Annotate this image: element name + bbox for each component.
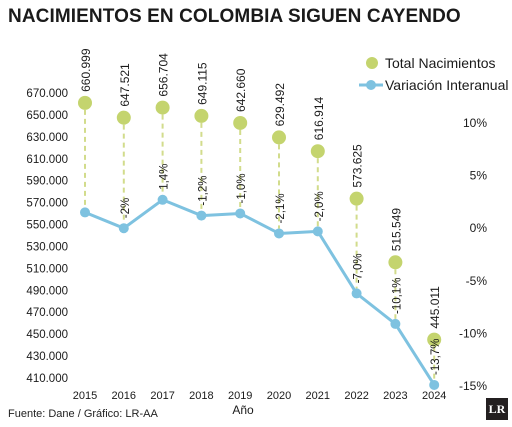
births-value-label: 629.492: [273, 83, 287, 127]
variation-point: [235, 208, 246, 219]
x-axis: 2015 2016 2017 2018 2019 2020 2021 2022 2023 2024…: [73, 390, 447, 417]
variation-point: [118, 223, 129, 234]
births-value-label: 660.999: [79, 48, 93, 92]
left-tick-label: 430.000: [26, 351, 68, 363]
left-tick-label: 410.000: [26, 373, 68, 385]
right-tick-label: -10%: [459, 326, 487, 340]
births-point: [194, 108, 209, 123]
x-tick-label: 2016: [112, 390, 136, 402]
variation-value-label: 1,4%: [159, 164, 171, 190]
right-tick-label: -5%: [466, 274, 488, 288]
variation-value-label: -10,1%: [391, 277, 403, 313]
x-axis-title: Año: [232, 403, 254, 417]
x-tick-label: 2023: [383, 390, 407, 402]
variation-value-label: -1,0%: [236, 173, 248, 203]
births-point: [272, 130, 286, 145]
right-tick-label: 5%: [470, 169, 488, 183]
births-value-label: 656.704: [157, 53, 171, 97]
left-tick-label: 590.000: [26, 176, 68, 188]
births-point: [116, 110, 131, 125]
left-tick-label: 630.000: [26, 132, 68, 144]
x-tick-label: 2019: [228, 390, 252, 402]
right-tick-label: -15%: [459, 379, 487, 393]
left-tick-label: 550.000: [26, 220, 68, 232]
legend-births-label: Total Nacimientos: [385, 55, 496, 71]
births-point: [155, 100, 170, 115]
x-tick-label: 2018: [189, 390, 213, 402]
x-tick-label: 2017: [150, 390, 174, 402]
births-point: [78, 95, 92, 110]
births-value-label: 647.521: [118, 63, 132, 107]
variation-series: -2% 1,4% -1,2% -1,0% -2,1% -2,0% -7,0% -10,1% -1…: [80, 164, 442, 390]
left-tick-label: 470.000: [26, 307, 68, 319]
variation-point: [80, 207, 90, 218]
variation-value-label: -2,0%: [314, 191, 326, 221]
left-tick-label: 670.000: [26, 88, 68, 100]
births-series: 660.999 647.521 656.704 649.115 642.660 629.4…: [78, 48, 442, 347]
right-axis: 10% 5% 0% -5% -10% -15%: [459, 116, 487, 393]
births-point: [427, 332, 442, 347]
x-tick-label: 2020: [267, 390, 291, 402]
left-tick-label: 530.000: [26, 241, 68, 253]
variation-value-label: -7,0%: [353, 253, 365, 283]
variation-point: [390, 318, 401, 329]
right-tick-label: 10%: [463, 116, 487, 130]
births-value-label: 616.914: [312, 96, 326, 140]
variation-point: [196, 210, 207, 221]
legend-variation-marker: [366, 80, 376, 90]
births-point: [233, 115, 248, 130]
left-tick-label: 650.000: [26, 110, 68, 122]
births-value-label: 445.011: [428, 286, 442, 329]
variation-point: [351, 288, 362, 299]
x-tick-label: 2024: [422, 390, 446, 402]
births-value-label: 573.625: [351, 144, 365, 188]
variation-value-label: -2%: [120, 198, 132, 218]
births-value-label: 649.115: [195, 62, 209, 105]
variation-point: [429, 379, 440, 390]
births-point: [388, 255, 403, 270]
x-tick-label: 2021: [306, 390, 330, 402]
births-point: [310, 144, 325, 159]
lr-logo: LR: [486, 398, 508, 420]
legend-births-marker: [366, 57, 378, 69]
variation-point: [312, 226, 323, 237]
variation-point: [274, 228, 284, 239]
left-tick-label: 570.000: [26, 198, 68, 210]
variation-value-label: -13,7%: [430, 339, 442, 375]
births-value-label: 515.549: [389, 208, 403, 252]
x-tick-label: 2015: [73, 390, 97, 402]
chart-title: NACIMIENTOS EN COLOMBIA SIGUEN CAYENDO: [8, 6, 461, 27]
legend-variation-label: Variación Interanual: [385, 77, 508, 93]
legend: Total Nacimientos Variación Interanual: [359, 55, 508, 93]
variation-point: [157, 194, 168, 205]
variation-value-label: -2,1%: [275, 193, 287, 223]
variation-line: [84, 198, 436, 386]
left-axis: 410.000 430.000 450.000 470.000 490.000 510.0…: [26, 88, 68, 385]
births-value-label: 642.660: [234, 68, 248, 112]
left-tick-label: 610.000: [26, 154, 68, 166]
left-tick-label: 450.000: [26, 329, 68, 341]
stems: [84, 109, 436, 380]
right-tick-label: 0%: [470, 221, 488, 235]
source-note: Fuente: Dane / Gráfico: LR-AA: [8, 408, 158, 420]
births-point: [349, 191, 364, 206]
variation-value-label: -1,2%: [197, 176, 209, 206]
left-tick-label: 510.000: [26, 263, 68, 275]
x-tick-label: 2022: [344, 390, 368, 402]
left-tick-label: 490.000: [26, 285, 68, 297]
